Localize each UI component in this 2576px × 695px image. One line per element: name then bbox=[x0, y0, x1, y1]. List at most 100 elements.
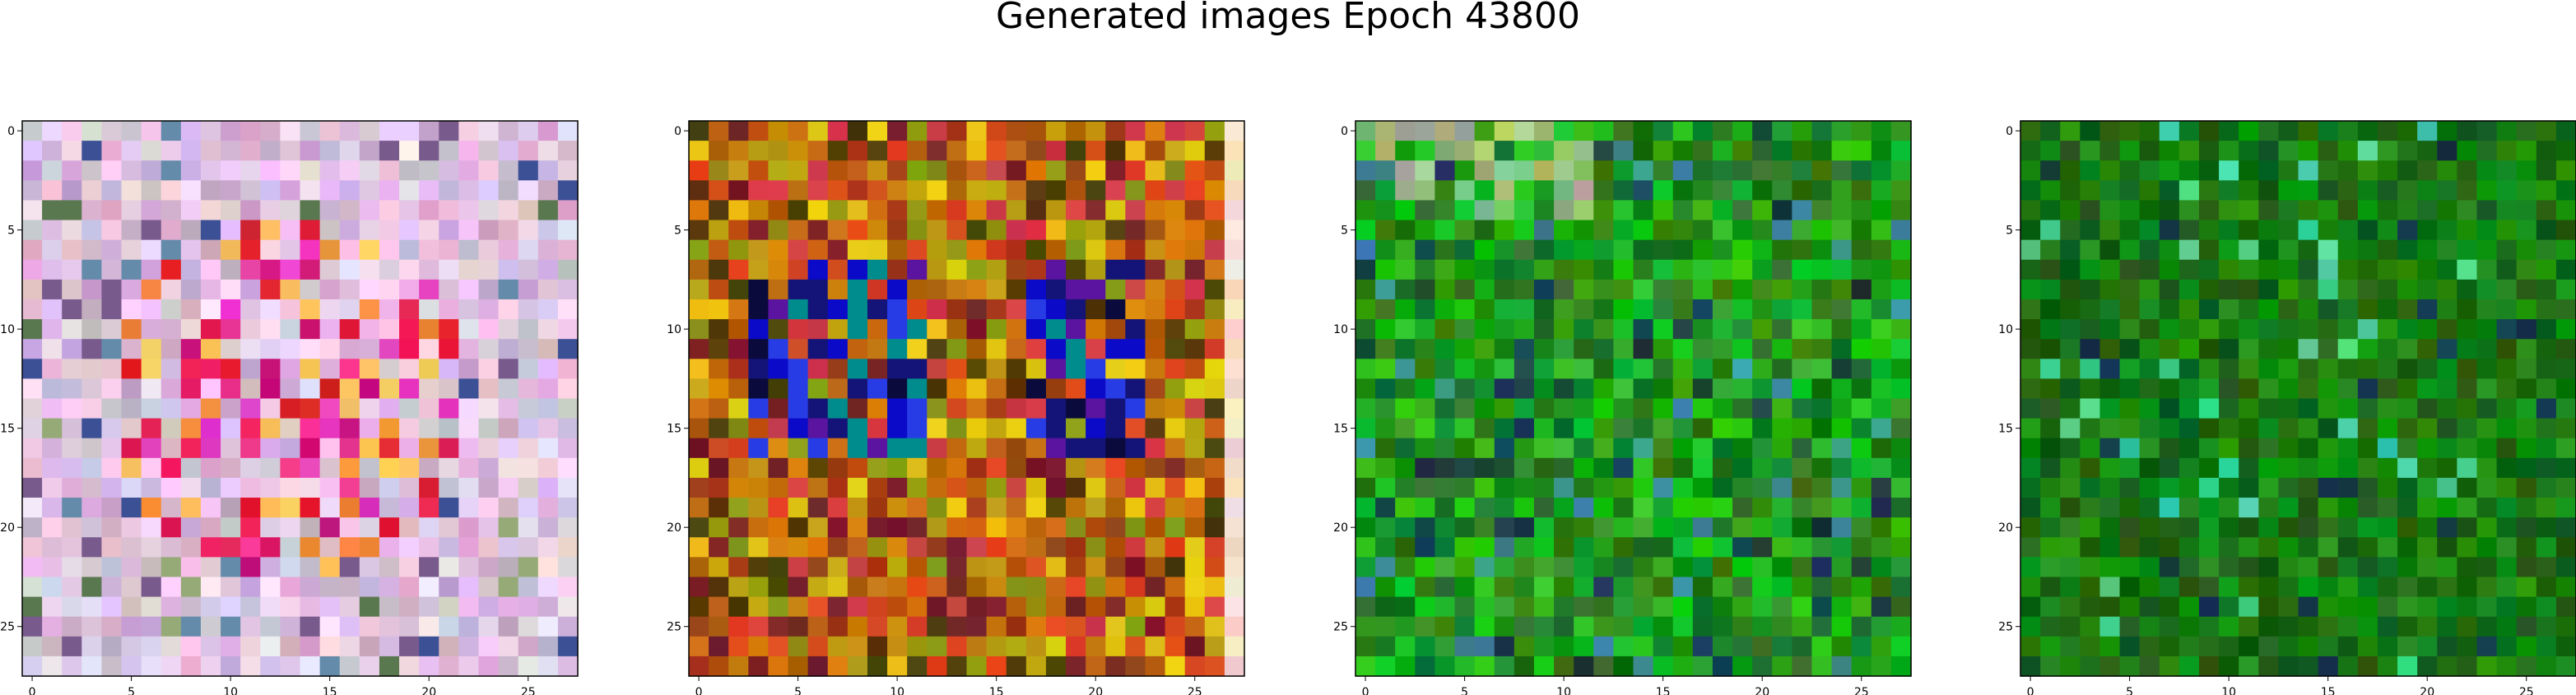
pixel-cell bbox=[359, 359, 380, 379]
pixel-cell bbox=[788, 279, 809, 300]
pixel-cell bbox=[2159, 299, 2180, 320]
pixel-cell bbox=[141, 160, 162, 181]
pixel-cell bbox=[2099, 477, 2121, 498]
pixel-cell bbox=[1434, 160, 1456, 181]
pixel-cell bbox=[1025, 557, 1047, 578]
pixel-cell bbox=[887, 636, 908, 657]
pixel-cell bbox=[557, 339, 579, 359]
pixel-cell bbox=[1165, 180, 1186, 202]
pixel-cell bbox=[280, 616, 301, 637]
pixel-cell bbox=[498, 359, 519, 379]
pixel-cell bbox=[240, 557, 261, 578]
pixel-cell bbox=[1613, 121, 1634, 141]
pixel-cell bbox=[2357, 656, 2378, 677]
pixel-cell bbox=[22, 378, 43, 400]
pixel-cell bbox=[966, 418, 988, 439]
pixel-cell bbox=[1851, 359, 1872, 379]
pixel-cell bbox=[478, 418, 500, 439]
pixel-cell bbox=[1494, 359, 1515, 379]
pixel-cell bbox=[2040, 477, 2061, 498]
pixel-cell bbox=[2496, 517, 2518, 538]
pixel-cell bbox=[2178, 636, 2200, 657]
pixel-cell bbox=[359, 418, 380, 439]
pixel-cell bbox=[887, 141, 908, 161]
pixel-cell bbox=[557, 537, 579, 558]
pixel-cell bbox=[160, 141, 182, 161]
pixel-cell bbox=[1045, 378, 1067, 400]
pixel-cell bbox=[1375, 418, 1396, 439]
pixel-cell bbox=[2159, 577, 2180, 598]
pixel-cell bbox=[1224, 616, 1245, 637]
pixel-cell bbox=[399, 537, 420, 558]
pixel-cell bbox=[498, 378, 519, 400]
pixel-cell bbox=[1395, 259, 1416, 280]
x-tick-label: 15 bbox=[323, 686, 337, 695]
pixel-cell bbox=[788, 596, 809, 618]
pixel-cell bbox=[1434, 636, 1456, 657]
pixel-cell bbox=[2357, 160, 2378, 181]
pixel-cell bbox=[478, 200, 500, 221]
pixel-cell bbox=[807, 359, 829, 379]
pixel-cell bbox=[2555, 180, 2576, 202]
pixel-cell bbox=[1086, 418, 1106, 439]
pixel-cell bbox=[1792, 180, 1813, 202]
pixel-cell bbox=[2119, 577, 2141, 598]
pixel-cell bbox=[1474, 180, 1495, 202]
pixel-cell bbox=[1871, 180, 1892, 202]
pixel-cell bbox=[1494, 636, 1515, 657]
pixel-cell bbox=[2496, 200, 2518, 221]
pixel-cell bbox=[847, 239, 868, 261]
pixel-cell bbox=[478, 457, 500, 479]
pixel-cell bbox=[300, 636, 321, 657]
pixel-cell bbox=[419, 636, 439, 657]
pixel-cell bbox=[946, 259, 968, 280]
pixel-cell bbox=[557, 200, 579, 221]
pixel-cell bbox=[1672, 457, 1694, 479]
pixel-cell bbox=[887, 200, 908, 221]
pixel-cell bbox=[240, 141, 261, 161]
pixel-cell bbox=[2298, 577, 2319, 598]
pixel-cell bbox=[1474, 616, 1495, 637]
pixel-cell bbox=[399, 418, 420, 439]
pixel-cell bbox=[689, 457, 709, 479]
pixel-cell bbox=[1593, 378, 1614, 400]
pixel-cell bbox=[1871, 577, 1892, 598]
pixel-cell bbox=[1692, 200, 1713, 221]
pixel-cell bbox=[1454, 339, 1476, 359]
pixel-cell bbox=[1066, 577, 1086, 598]
pixel-cell bbox=[458, 160, 480, 181]
pixel-cell bbox=[2298, 378, 2319, 400]
pixel-cell bbox=[240, 438, 261, 459]
pixel-cell bbox=[1613, 220, 1634, 241]
pixel-cell bbox=[2099, 141, 2121, 161]
pixel-cell bbox=[2139, 557, 2160, 578]
pixel-cell bbox=[1672, 319, 1694, 340]
pixel-cell bbox=[478, 319, 500, 340]
pixel-cell bbox=[1871, 457, 1892, 479]
pixel-cell bbox=[1811, 517, 1833, 538]
pixel-cell bbox=[280, 537, 301, 558]
pixel-cell bbox=[1831, 220, 1853, 241]
pixel-cell bbox=[2357, 220, 2378, 241]
pixel-cell bbox=[180, 359, 202, 379]
pixel-cell bbox=[339, 220, 360, 241]
pixel-cell bbox=[2278, 636, 2299, 657]
pixel-cell bbox=[2099, 616, 2121, 637]
pixel-cell bbox=[2476, 457, 2498, 479]
pixel-cell bbox=[1692, 596, 1713, 618]
pixel-cell bbox=[709, 141, 729, 161]
pixel-cell bbox=[2178, 457, 2200, 479]
pixel-cell bbox=[1045, 299, 1067, 320]
pixel-cell bbox=[709, 557, 729, 578]
pixel-cell bbox=[1224, 220, 1245, 241]
pixel-cell bbox=[2318, 656, 2339, 677]
pixel-cell bbox=[1165, 438, 1186, 459]
pixel-cell bbox=[1752, 557, 1773, 578]
pixel-cell bbox=[2337, 438, 2359, 459]
pixel-cell bbox=[2099, 457, 2121, 479]
pixel-cell bbox=[180, 259, 202, 280]
pixel-cell bbox=[2020, 359, 2041, 379]
pixel-cell bbox=[1045, 616, 1067, 637]
pixel-cell bbox=[2516, 180, 2537, 202]
pixel-cell bbox=[101, 239, 123, 261]
